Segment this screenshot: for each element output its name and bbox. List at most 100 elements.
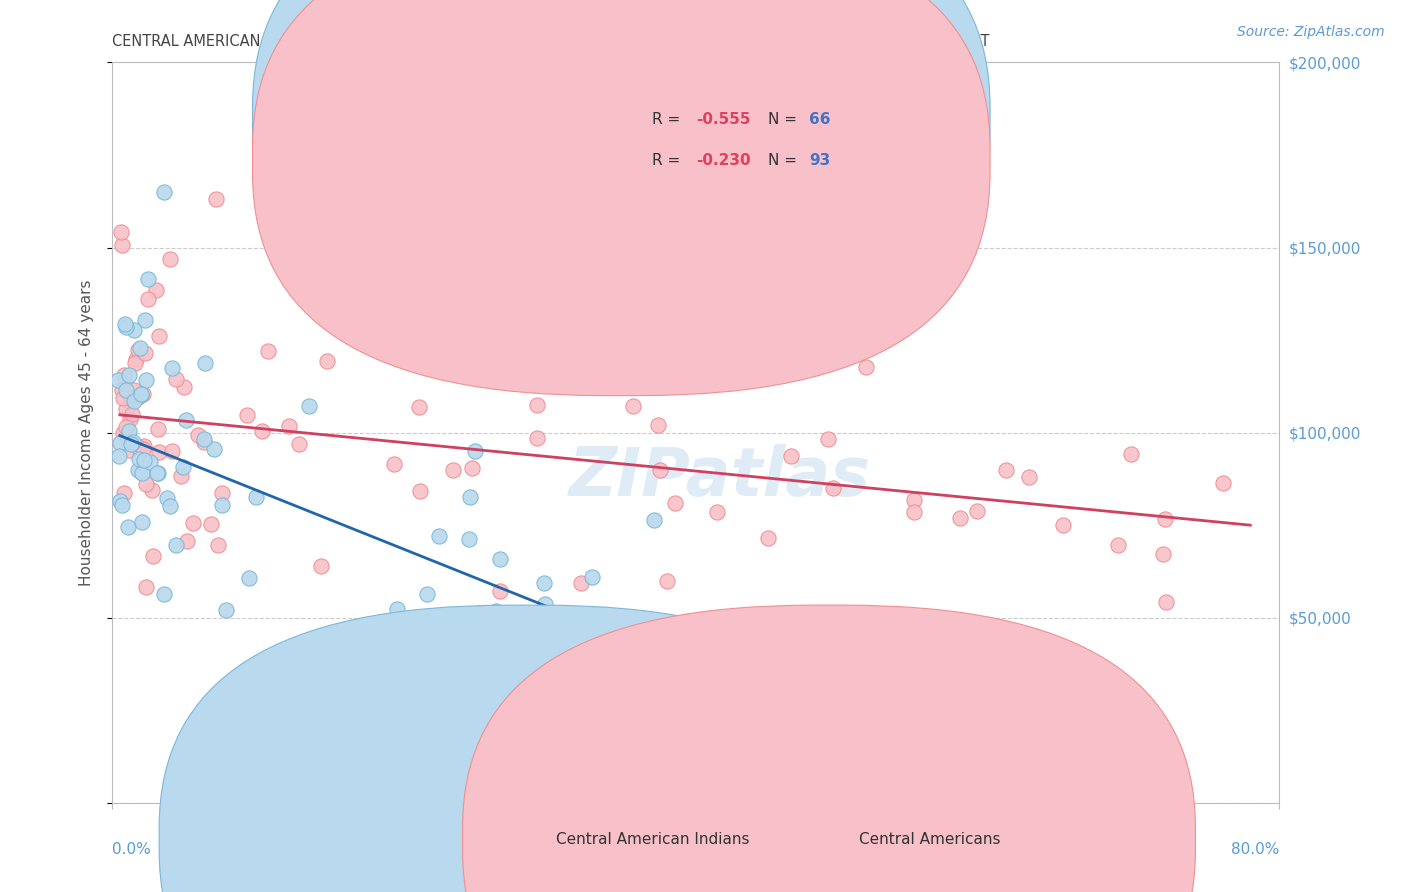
Point — [117, 520, 139, 534]
Point — [966, 504, 988, 518]
Point — [458, 491, 481, 505]
Point — [569, 575, 592, 590]
Point — [1154, 512, 1177, 526]
Point — [903, 506, 925, 520]
Point — [124, 324, 146, 338]
FancyBboxPatch shape — [159, 605, 891, 892]
Text: -0.230: -0.230 — [696, 153, 751, 168]
Point — [821, 481, 844, 495]
Point — [146, 466, 169, 480]
Text: ZIPatlas: ZIPatlas — [568, 444, 870, 510]
Point — [111, 391, 134, 405]
Point — [780, 449, 803, 463]
Point — [647, 418, 669, 433]
Point — [129, 386, 152, 401]
Point — [498, 374, 520, 388]
Point — [193, 435, 215, 450]
Point — [139, 455, 162, 469]
Point — [408, 401, 430, 415]
Point — [388, 351, 411, 366]
Point — [148, 329, 170, 343]
Point — [534, 597, 557, 611]
Point — [609, 650, 631, 665]
Text: R =: R = — [651, 153, 685, 168]
Point — [176, 534, 198, 549]
Point — [533, 576, 555, 591]
Point — [441, 463, 464, 477]
Point — [114, 420, 136, 434]
Point — [315, 353, 337, 368]
Text: 66: 66 — [810, 112, 831, 127]
Point — [467, 606, 489, 620]
Point — [124, 356, 146, 370]
Point — [245, 491, 267, 505]
Point — [124, 383, 146, 397]
Point — [165, 539, 187, 553]
Point — [111, 498, 134, 512]
Point — [156, 491, 179, 506]
Point — [134, 345, 156, 359]
Point — [108, 494, 131, 508]
Point — [643, 513, 665, 527]
Point — [427, 529, 450, 543]
Point — [211, 498, 233, 512]
Point — [1152, 547, 1174, 561]
Point — [250, 424, 273, 438]
Point — [181, 516, 204, 530]
Text: N =: N = — [768, 112, 803, 127]
Point — [115, 383, 138, 397]
Point — [152, 185, 174, 199]
Point — [728, 367, 751, 381]
Point — [485, 604, 508, 618]
Point — [110, 225, 132, 239]
Point — [159, 252, 181, 266]
Point — [581, 570, 603, 584]
Point — [127, 440, 149, 454]
Point — [526, 398, 548, 412]
Point — [131, 515, 153, 529]
Point — [817, 432, 839, 446]
Point — [288, 436, 311, 450]
Point — [152, 587, 174, 601]
Point — [548, 343, 571, 357]
Point — [172, 459, 194, 474]
Point — [114, 401, 136, 416]
Point — [706, 505, 728, 519]
Point — [114, 319, 136, 334]
Point — [651, 677, 673, 691]
Text: 80.0%: 80.0% — [1232, 842, 1279, 856]
Point — [205, 192, 228, 206]
Text: Central Americans: Central Americans — [859, 831, 1001, 847]
Point — [200, 516, 222, 531]
Point — [409, 483, 432, 498]
Point — [108, 435, 131, 450]
Point — [624, 699, 647, 714]
Point — [627, 336, 650, 351]
FancyBboxPatch shape — [253, 0, 990, 355]
Point — [136, 272, 159, 286]
Point — [995, 463, 1018, 477]
Point — [141, 483, 163, 497]
Point — [382, 457, 405, 471]
Point — [949, 511, 972, 525]
Point — [852, 690, 875, 704]
Point — [127, 343, 149, 357]
Point — [903, 492, 925, 507]
Point — [121, 407, 143, 421]
Point — [148, 445, 170, 459]
Point — [193, 432, 215, 446]
Point — [723, 368, 745, 382]
Point — [132, 442, 155, 456]
Point — [131, 387, 153, 401]
Text: N =: N = — [768, 153, 803, 168]
Point — [457, 532, 479, 546]
Point — [122, 434, 145, 449]
Point — [118, 412, 141, 426]
Text: R =: R = — [651, 112, 685, 127]
Point — [796, 746, 818, 760]
Point — [668, 759, 690, 773]
Point — [125, 351, 148, 366]
Point — [460, 460, 482, 475]
Point — [127, 463, 149, 477]
Point — [120, 391, 142, 405]
